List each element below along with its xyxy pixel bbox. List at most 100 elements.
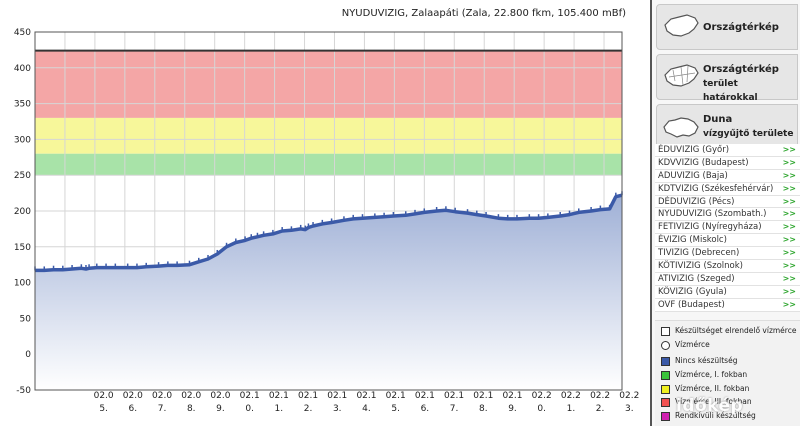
x-tick-label: 02.1 [415, 391, 435, 401]
chevron-right-icon: >> [782, 235, 796, 245]
hungary-map-icon [664, 14, 699, 37]
danube-basin-button[interactable]: Duna vízgyűjtő területe [656, 104, 798, 150]
country-map-label: Országtérkép [703, 22, 779, 33]
legend-label: Nincs készültség [675, 356, 738, 365]
chevron-right-icon: >> [782, 183, 796, 193]
legend-label: Vízmérce [675, 340, 710, 349]
x-tick-label: 1. [275, 404, 284, 414]
region-item[interactable]: FETIVIZIG (Nyíregyháza) >> [655, 221, 800, 235]
y-tick-label: -50 [16, 386, 31, 396]
x-tick-label: 6. [421, 404, 430, 414]
region-label: ÉVIZIG (Miskolc) [658, 235, 727, 246]
water-level-chart: -50 0 50 100 150 200 250 300 350 400 450 02.0 5. 02.0… [14, 28, 640, 414]
legend-label: Készültséget elrendelő vízmérce [675, 326, 797, 335]
region-item[interactable]: KÖTIVIZIG (Szolnok) >> [655, 260, 800, 273]
x-tick-label: 02.1 [269, 391, 289, 401]
chevron-right-icon: >> [782, 145, 796, 154]
x-tick-label: 02.1 [502, 391, 522, 401]
country-map-borders-button[interactable]: Országtérkép terület határokkal [656, 54, 798, 103]
region-label: KDTVIZIG (Székesfehérvár) [658, 183, 774, 194]
legend: Készültséget elrendelő vízmérce Vízmérce N… [655, 320, 800, 426]
x-tick-label: 02.1 [473, 391, 493, 401]
country-map-button[interactable]: Országtérkép [656, 4, 798, 50]
chevron-right-icon: >> [782, 209, 796, 219]
x-tick-label: 5. [99, 404, 108, 414]
y-tick-label: 200 [14, 207, 31, 217]
region-label: KDVVIZIG (Budapest) [658, 157, 749, 168]
x-tick-label: 9. [508, 404, 517, 414]
x-tick-label: 02.0 [210, 391, 230, 401]
chevron-right-icon: >> [782, 196, 796, 206]
chevron-right-icon: >> [782, 170, 796, 180]
x-tick-label: 02.1 [386, 391, 406, 401]
y-tick-label: 450 [14, 28, 31, 38]
region-label: DÉDUVIZIG (Pécs) [658, 196, 735, 207]
region-item[interactable]: TIVIZIG (Debrecen) >> [655, 247, 800, 261]
x-tick-label: 02.1 [298, 391, 318, 401]
square-swatch-icon [661, 412, 670, 421]
x-tick-label: 9. [216, 404, 225, 414]
region-item[interactable]: ÉVIZIG (Miskolc) >> [655, 234, 800, 248]
threshold-band [35, 153, 622, 176]
x-tick-label: 02.1 [240, 391, 260, 401]
danube-basin-map-icon [663, 117, 699, 138]
x-tick-label: 02.2 [619, 391, 639, 401]
x-tick-label: 02.0 [123, 391, 143, 401]
x-tick-label: 8. [187, 404, 196, 414]
watermark-logo: időkép [676, 396, 794, 422]
region-label: ADUVIZIG (Baja) [658, 170, 728, 181]
y-tick-label: 400 [14, 64, 31, 74]
chevron-right-icon: >> [782, 157, 796, 167]
square-swatch-icon [661, 327, 670, 336]
x-tick-label: 02.0 [94, 391, 114, 401]
square-swatch-icon [661, 371, 670, 380]
legend-label: Rendkívüli készültség [675, 411, 756, 420]
y-tick-label: 150 [14, 243, 31, 253]
region-item[interactable]: ATIVIZIG (Szeged) >> [655, 272, 800, 286]
danube-basin-sublabel: vízgyűjtő területe [703, 129, 794, 139]
x-tick-label: 3. [333, 404, 342, 414]
region-label: TIVIZIG (Debrecen) [658, 248, 740, 259]
x-tick-label: 0. [245, 404, 254, 414]
x-tick-label: 2. [596, 404, 605, 414]
chevron-right-icon: >> [782, 299, 796, 309]
region-item[interactable]: KDVVIZIG (Budapest) >> [655, 156, 800, 170]
country-map-borders-label: Országtérkép [703, 64, 779, 75]
y-tick-label: 50 [20, 314, 32, 324]
region-item[interactable]: NYUDUVIZIG (Szombath.) >> [655, 208, 800, 222]
chevron-right-icon: >> [782, 286, 796, 296]
x-tick-label: 02.2 [590, 391, 610, 401]
region-item[interactable]: KDTVIZIG (Székesfehérvár) >> [655, 182, 800, 196]
region-label: ATIVIZIG (Szeged) [658, 273, 735, 284]
circle-swatch-icon [661, 341, 670, 350]
legend-label: Vízmérce, II. fokban [675, 384, 750, 393]
x-tick-label: 7. [158, 404, 167, 414]
water-level-line [35, 193, 623, 273]
region-item[interactable]: ÉDUVIZIG (Győr) >> [655, 144, 800, 157]
x-tick-label: 0. [537, 404, 546, 414]
hungary-regions-map-icon [664, 64, 699, 87]
x-tick-label: 3. [625, 404, 634, 414]
region-label: NYUDUVIZIG (Szombath.) [658, 209, 767, 220]
x-tick-label: 02.2 [532, 391, 552, 401]
region-label: ÉDUVIZIG (Győr) [658, 145, 730, 155]
chevron-right-icon: >> [782, 261, 796, 271]
y-tick-label: 300 [14, 135, 31, 145]
region-item[interactable]: DÉDUVIZIG (Pécs) >> [655, 195, 800, 209]
region-label: FETIVIZIG (Nyíregyháza) [658, 222, 762, 233]
region-item[interactable]: OVF (Budapest) >> [655, 298, 800, 312]
x-tick-label: 1. [567, 404, 576, 414]
x-tick-label: 6. [129, 404, 138, 414]
region-label: OVF (Budapest) [658, 299, 725, 310]
x-tick-label: 5. [391, 404, 400, 414]
region-item[interactable]: ADUVIZIG (Baja) >> [655, 169, 800, 183]
x-tick-label: 02.0 [152, 391, 172, 401]
danube-basin-label: Duna [703, 114, 733, 125]
region-label: KÖVIZIG (Gyula) [658, 286, 727, 297]
threshold-band [35, 50, 622, 118]
square-swatch-icon [661, 398, 670, 407]
region-item[interactable]: KÖVIZIG (Gyula) >> [655, 285, 800, 299]
x-tick-label: 4. [362, 404, 371, 414]
chart-title: NYUDUVIZIG, Zalaapáti (Zala, 22.800 fkm,… [341, 8, 626, 19]
plot-frame [34, 31, 623, 391]
